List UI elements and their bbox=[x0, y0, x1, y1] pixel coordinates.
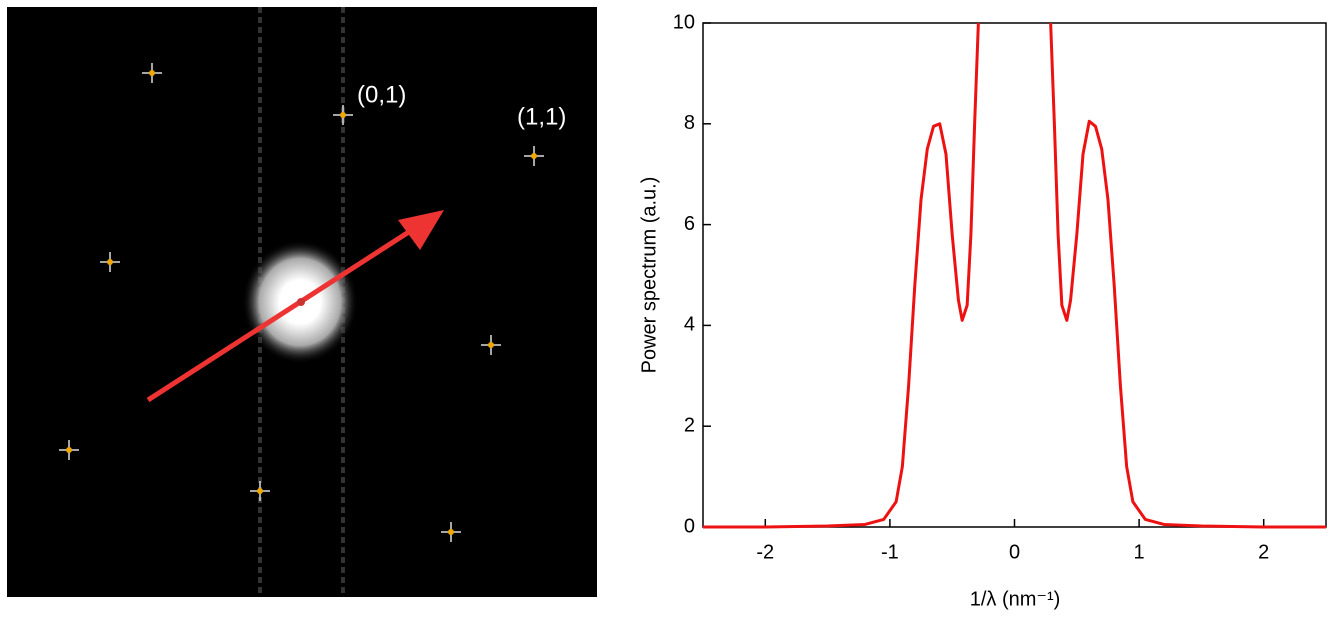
x-tick-label: 0 bbox=[1009, 541, 1020, 563]
annotation: (0,1) bbox=[357, 81, 406, 108]
y-tick-label: 10 bbox=[673, 11, 695, 33]
x-axis-label: 1/λ (nm⁻¹) bbox=[970, 588, 1061, 610]
x-tick-label: 2 bbox=[1258, 541, 1269, 563]
y-tick-label: 6 bbox=[684, 213, 695, 235]
y-tick-label: 2 bbox=[684, 414, 695, 436]
annotation: (1,1) bbox=[517, 103, 566, 130]
x-tick-label: -2 bbox=[756, 541, 774, 563]
line bbox=[703, 22, 1326, 529]
plot-frame bbox=[702, 22, 1327, 528]
y-tick-label: 4 bbox=[684, 314, 695, 336]
y-tick-label: 0 bbox=[684, 515, 695, 537]
y-axis-label: Power spectrum (a.u.) bbox=[638, 177, 660, 374]
x-tick-label: 1 bbox=[1134, 541, 1145, 563]
x-tick-label: -1 bbox=[881, 541, 899, 563]
y-tick-label: 8 bbox=[684, 112, 695, 134]
fft-image: (0,1) (1,1) bbox=[7, 7, 597, 597]
